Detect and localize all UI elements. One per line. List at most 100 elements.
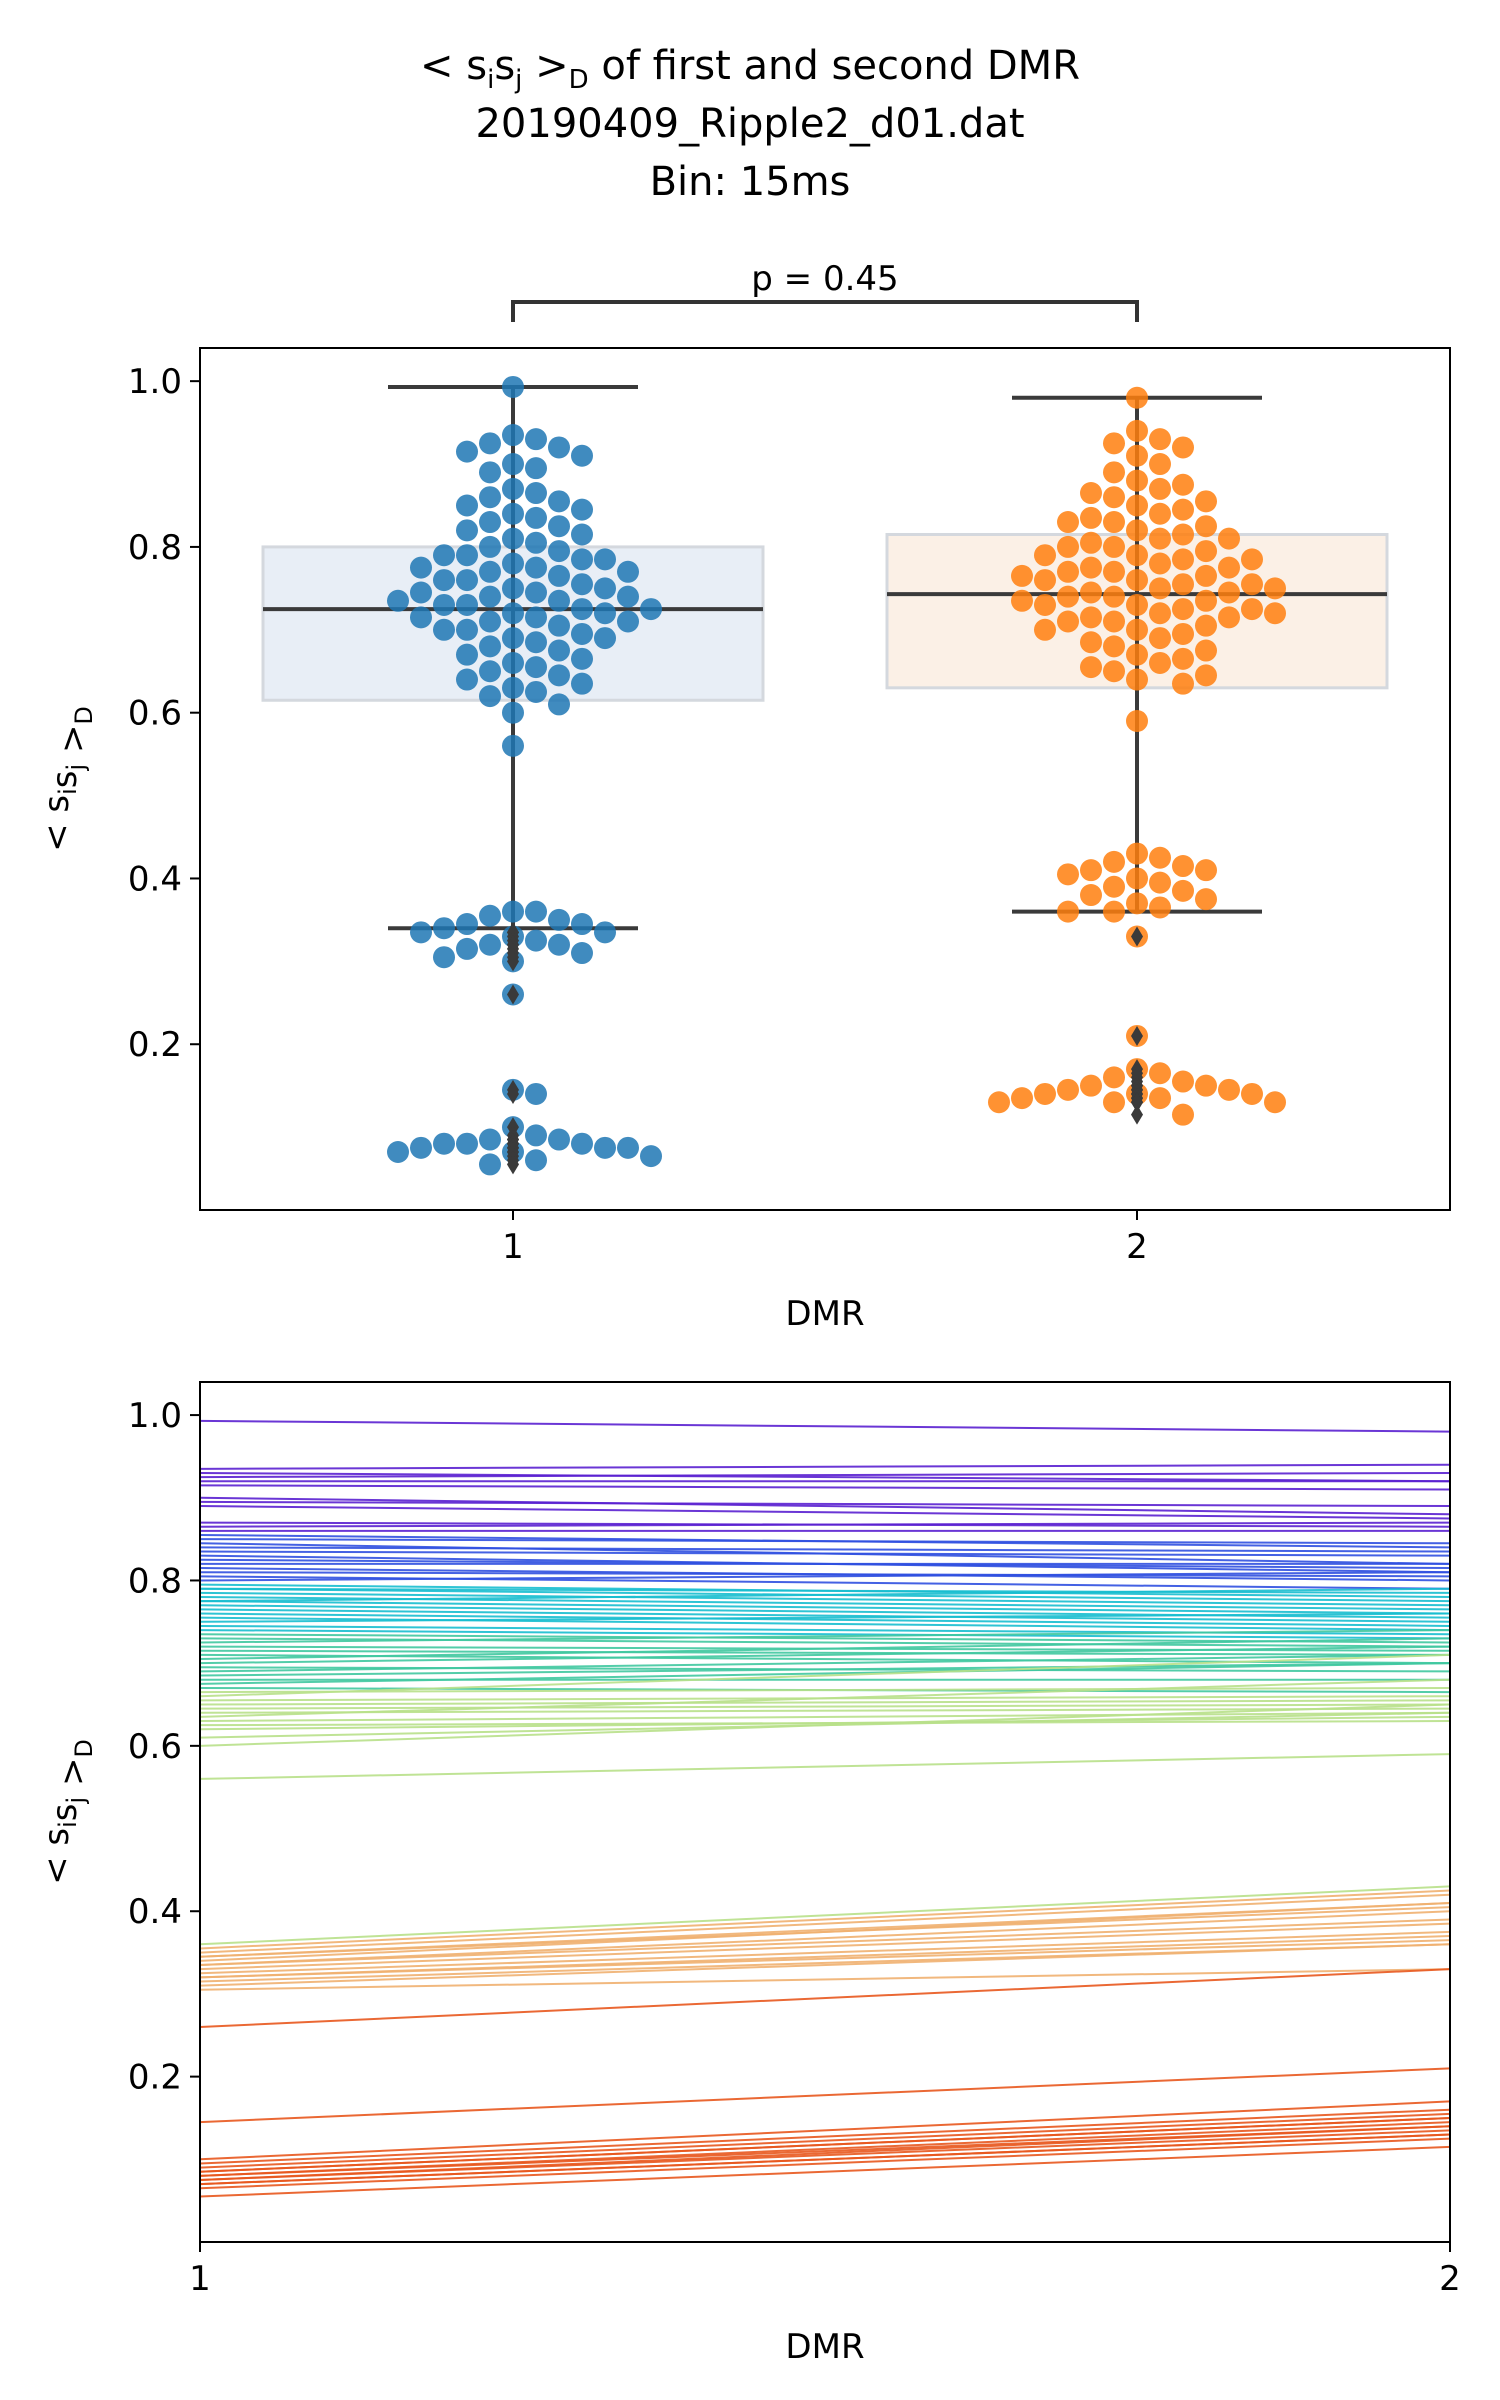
swarm-point-dmr1 — [410, 1136, 432, 1159]
swarm-point-dmr1 — [502, 900, 524, 923]
outlier-marker-1 — [507, 1083, 519, 1104]
swarm-point-dmr1 — [479, 904, 501, 927]
swarm-point-dmr2 — [1080, 506, 1102, 529]
swarm-point-dmr1 — [548, 564, 570, 587]
pair-line — [199, 2112, 1451, 2169]
swarm-point-dmr1 — [548, 933, 570, 956]
plot-frame — [199, 1381, 1451, 2243]
swarm-point-dmr1 — [571, 647, 593, 670]
swarm-point-dmr1 — [502, 375, 524, 398]
swarm-point-dmr2 — [1195, 540, 1217, 563]
swarm-point-dmr2 — [1103, 850, 1125, 873]
swarm-point-dmr1 — [525, 556, 547, 579]
swarm-point-dmr1 — [456, 643, 478, 666]
swarm-point-dmr1 — [456, 440, 478, 463]
swarm-point-dmr1 — [548, 639, 570, 662]
swarm-point-dmr1 — [502, 453, 524, 476]
swarm-point-dmr2 — [1172, 879, 1194, 902]
outlier-marker-2 — [1131, 926, 1143, 947]
swarm-point-dmr1 — [571, 672, 593, 695]
swarm-point-dmr1 — [479, 432, 501, 455]
swarm-point-dmr2 — [1034, 618, 1056, 641]
y-tick-label: 0.2 — [128, 1025, 182, 1065]
swarm-point-dmr2 — [1057, 863, 1079, 886]
swarm-point-dmr2 — [1195, 888, 1217, 911]
pair-line — [199, 1571, 1451, 1578]
pair-line — [199, 1939, 1451, 1979]
swarm-point-dmr1 — [571, 573, 593, 596]
swarm-point-dmr2 — [1126, 419, 1148, 442]
swarm-point-dmr1 — [640, 598, 662, 621]
swarm-point-dmr1 — [479, 511, 501, 534]
swarm-point-dmr1 — [525, 428, 547, 451]
swarm-point-dmr2 — [1172, 1103, 1194, 1126]
swarm-point-dmr2 — [1172, 647, 1194, 670]
pair-line — [199, 2116, 1451, 2173]
swarm-point-dmr1 — [502, 527, 524, 550]
swarm-point-dmr2 — [1149, 871, 1171, 894]
chart-title-line2: 20190409_Ripple2_d01.dat — [475, 101, 1025, 147]
swarm-point-dmr2 — [1126, 643, 1148, 666]
swarm-point-dmr1 — [571, 498, 593, 521]
x-axis-label: DMR — [785, 2327, 864, 2367]
swarm-point-dmr1 — [548, 664, 570, 687]
pair-line — [199, 1703, 1451, 1710]
pair-line — [199, 1968, 1451, 2028]
swarm-point-dmr2 — [1241, 573, 1263, 596]
swarm-point-dmr1 — [548, 693, 570, 716]
y-tick-label: 0.8 — [128, 528, 182, 568]
swarm-point-dmr1 — [548, 589, 570, 612]
swarm-point-dmr1 — [617, 610, 639, 633]
swarm-point-dmr1 — [387, 589, 409, 612]
pair-line — [199, 1471, 1451, 1479]
outlier-marker-1 — [507, 951, 519, 972]
pair-line — [199, 1521, 1451, 1528]
pair-line — [199, 1645, 1451, 1665]
swarm-point-dmr2 — [1172, 598, 1194, 621]
swarm-point-dmr1 — [433, 618, 455, 641]
swarm-point-dmr2 — [1103, 511, 1125, 534]
swarm-point-dmr2 — [1149, 453, 1171, 476]
swarm-point-dmr1 — [525, 1124, 547, 1147]
swarm-point-dmr2 — [1172, 436, 1194, 459]
swarm-point-dmr2 — [1057, 560, 1079, 583]
pair-line — [199, 1922, 1451, 1971]
swarm-point-dmr2 — [1126, 593, 1148, 616]
swarm-point-dmr2 — [1103, 535, 1125, 558]
swarm-point-dmr2 — [1126, 444, 1148, 467]
swarm-point-dmr2 — [1034, 593, 1056, 616]
pair-line — [199, 1653, 1451, 1698]
swarm-point-dmr1 — [410, 606, 432, 629]
swarm-point-dmr2 — [1126, 709, 1148, 732]
swarm-point-dmr1 — [456, 937, 478, 960]
swarm-point-dmr1 — [479, 560, 501, 583]
swarm-point-dmr2 — [1218, 581, 1240, 604]
chart-title-line3: Bin: 15ms — [649, 159, 851, 205]
swarm-point-dmr2 — [1149, 896, 1171, 919]
outlier-marker-1 — [507, 1154, 519, 1175]
swarm-point-dmr2 — [1172, 1070, 1194, 1093]
swarm-point-dmr2 — [1126, 892, 1148, 915]
swarm-point-dmr1 — [456, 569, 478, 592]
swarm-point-dmr2 — [1126, 569, 1148, 592]
swarm-point-dmr1 — [433, 946, 455, 969]
swarm-point-dmr1 — [594, 627, 616, 650]
swarm-point-dmr2 — [1195, 515, 1217, 538]
swarm-point-dmr1 — [571, 444, 593, 467]
pair-line — [199, 1918, 1451, 1966]
y-tick-label: 0.6 — [128, 694, 182, 734]
swarm-point-dmr2 — [1172, 473, 1194, 496]
swarm-point-dmr1 — [479, 1128, 501, 1151]
swarm-point-dmr2 — [1103, 486, 1125, 509]
swarm-point-dmr2 — [1218, 527, 1240, 550]
swarm-point-dmr1 — [525, 506, 547, 529]
pair-line — [199, 1587, 1451, 1594]
swarm-point-dmr1 — [571, 913, 593, 936]
pair-line — [199, 1496, 1451, 1516]
swarm-point-dmr1 — [502, 676, 524, 699]
swarm-point-dmr2 — [1126, 494, 1148, 517]
swarm-point-dmr2 — [1172, 622, 1194, 645]
swarm-point-dmr2 — [1149, 602, 1171, 625]
swarm-point-dmr1 — [525, 581, 547, 604]
swarm-point-dmr1 — [617, 585, 639, 608]
